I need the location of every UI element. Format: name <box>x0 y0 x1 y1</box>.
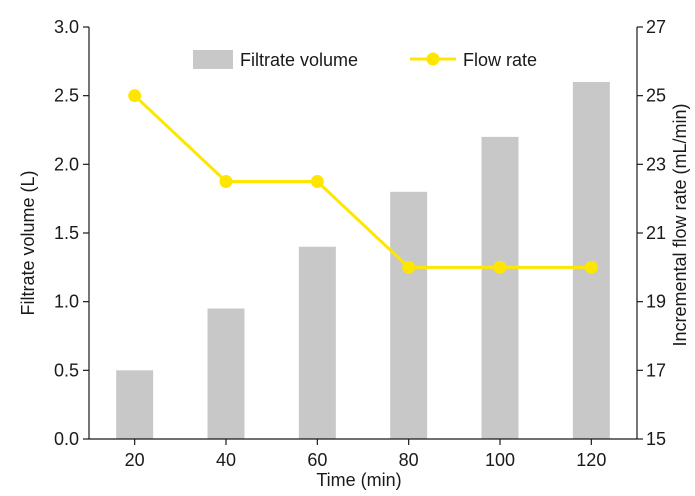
y-right-tick-label: 19 <box>646 292 666 312</box>
legend-swatch-flow-rate-marker <box>426 52 440 66</box>
axes-layer: 0.0 0.5 1.0 1.5 2.0 2.5 3.0 15 17 19 21 23 25 27 20 40 6… <box>54 17 666 470</box>
x-tick-label: 40 <box>216 450 236 470</box>
bar <box>298 246 336 439</box>
y-left-axis-title: Filtrate volume (L) <box>18 170 38 315</box>
legend: Filtrate volume Flow rate <box>193 50 537 70</box>
bar <box>207 308 245 439</box>
y-right-tick-label: 27 <box>646 17 666 37</box>
y-left-tick-label: 0.5 <box>54 360 79 380</box>
legend-label-flow-rate: Flow rate <box>463 50 537 70</box>
y-left-tick-label: 3.0 <box>54 17 79 37</box>
y-right-tick-label: 23 <box>646 154 666 174</box>
legend-swatch-filtrate-volume <box>193 50 233 69</box>
bar <box>116 370 154 439</box>
y-left-tick-label: 2.5 <box>54 86 79 106</box>
x-tick-label: 60 <box>307 450 327 470</box>
bars-layer <box>116 81 610 439</box>
flow-rate-point <box>128 89 142 103</box>
flow-rate-point <box>310 175 324 188</box>
x-tick-label: 120 <box>576 450 606 470</box>
y-right-tick-label: 17 <box>646 360 666 380</box>
bar <box>390 191 428 439</box>
bar <box>481 136 519 439</box>
flow-rate-point <box>402 260 416 274</box>
y-right-axis-title: Incremental flow rate (mL/min) <box>670 103 690 346</box>
y-right-tick-label: 25 <box>646 86 666 106</box>
bar <box>572 81 610 439</box>
x-tick-label: 20 <box>125 450 145 470</box>
flow-rate-point <box>493 260 507 274</box>
flow-rate-point <box>219 175 233 188</box>
line-layer <box>128 89 598 274</box>
y-left-tick-label: 0.0 <box>54 429 79 449</box>
y-right-tick-label: 21 <box>646 223 666 243</box>
y-left-tick-label: 1.0 <box>54 292 79 312</box>
y-left-tick-label: 1.5 <box>54 223 79 243</box>
y-left-tick-label: 2.0 <box>54 154 79 174</box>
flow-rate-line <box>133 94 592 269</box>
x-tick-label: 100 <box>485 450 515 470</box>
x-tick-label: 80 <box>399 450 419 470</box>
x-axis-title: Time (min) <box>316 470 401 490</box>
flow-rate-point <box>584 260 598 274</box>
legend-label-filtrate-volume: Filtrate volume <box>240 50 358 70</box>
y-right-tick-label: 15 <box>646 429 666 449</box>
